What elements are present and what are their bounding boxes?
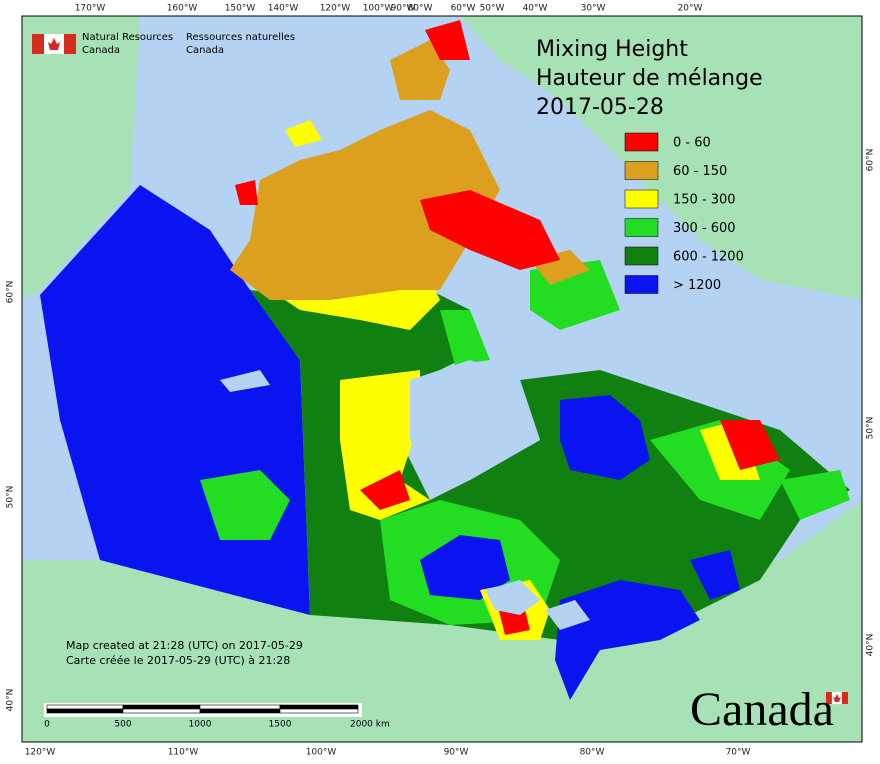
scale-segment <box>199 704 281 710</box>
agency-fr: Canada <box>186 45 224 56</box>
longitude-label: 100°W <box>363 4 394 14</box>
legend-label: 600 - 1200 <box>673 250 744 265</box>
legend-swatch <box>624 161 659 180</box>
legend-swatch <box>624 189 659 209</box>
longitude-label: 70°W <box>726 748 751 758</box>
longitude-label: 160°W <box>167 4 198 14</box>
longitude-label: 30°W <box>581 4 606 14</box>
legend-label: 60 - 150 <box>673 164 727 179</box>
zone <box>235 180 258 205</box>
scale-segment <box>279 708 359 714</box>
water <box>220 360 590 630</box>
note: Carte créée le 2017-05-29 (UTC) à 21:28 <box>66 654 290 667</box>
zone <box>230 110 500 300</box>
legend-swatch <box>624 218 659 237</box>
longitude-label: 50°W <box>480 4 505 14</box>
legend-label: 150 - 300 <box>673 193 736 208</box>
longitude-label: 90°W <box>444 748 469 758</box>
scale-label: 500 <box>114 720 131 730</box>
longitude-label: 140°W <box>268 4 299 14</box>
latitude-label: 50°N <box>866 417 876 440</box>
longitude-label: 80°W <box>580 748 605 758</box>
agency-en: Natural Resources <box>82 32 173 43</box>
agency-en: Canada <box>82 45 120 56</box>
latitude-label: 50°N <box>6 486 16 509</box>
zone <box>425 20 470 60</box>
title: 2017-05-28 <box>536 95 664 120</box>
scale-label: 0 <box>44 720 50 730</box>
longitude-label: 40°W <box>523 4 548 14</box>
zone <box>390 40 450 100</box>
wordmark: Canada <box>690 683 834 736</box>
zone <box>780 470 850 520</box>
legend-swatch <box>624 275 659 294</box>
zone <box>360 470 410 510</box>
flag-logo <box>32 34 848 705</box>
longitude-label: 150°W <box>225 4 256 14</box>
title: Hauteur de mélange <box>536 66 763 91</box>
zone <box>555 580 700 700</box>
agency-fr: Ressources naturelles <box>186 32 295 43</box>
legend-label: 300 - 600 <box>673 221 736 236</box>
zone <box>720 420 780 470</box>
legend-swatch <box>624 246 659 266</box>
scale-segment <box>122 704 201 710</box>
title: Mixing Height <box>536 37 688 62</box>
latitude-label: 60°N <box>6 281 16 304</box>
zone <box>340 370 430 520</box>
zone <box>420 190 560 270</box>
latitude-label: 40°N <box>6 689 16 712</box>
zone <box>560 395 650 480</box>
zone <box>200 470 290 540</box>
zone <box>440 310 490 365</box>
legend-label: > 1200 <box>673 278 721 293</box>
legend-label: 0 - 60 <box>673 136 711 151</box>
longitude-label: 120°W <box>25 748 56 758</box>
longitude-label: 20°W <box>678 4 703 14</box>
scale-bar: 0 500 1000 1500 2000 km <box>44 703 390 730</box>
longitude-label: 90°W <box>391 4 416 14</box>
scale-label: 1500 <box>269 720 292 730</box>
longitude-label: 170°W <box>75 4 106 14</box>
latitude-label: 60°N <box>866 149 876 172</box>
scale-segment <box>279 704 359 710</box>
latitude-label: 40°N <box>866 634 876 657</box>
scale-segment <box>46 704 124 710</box>
scale-label: 2000 km <box>350 720 390 730</box>
longitude-label: 60°W <box>451 4 476 14</box>
scale-segment <box>122 708 201 714</box>
frame <box>21 15 863 743</box>
note: Map created at 21:28 (UTC) on 2017-05-29 <box>66 639 303 652</box>
longitude-label: 100°W <box>306 748 337 758</box>
land <box>22 16 862 742</box>
legend-swatch <box>624 132 659 152</box>
zone <box>690 550 740 600</box>
scale-segment <box>199 708 281 714</box>
longitude-label: 110°W <box>168 748 199 758</box>
longitude-label: 120°W <box>320 4 351 14</box>
scale-label: 1000 <box>189 720 212 730</box>
zone <box>420 535 510 600</box>
scale-segment <box>46 708 124 714</box>
longitude-label: 80°W <box>408 4 433 14</box>
zone <box>285 120 322 147</box>
